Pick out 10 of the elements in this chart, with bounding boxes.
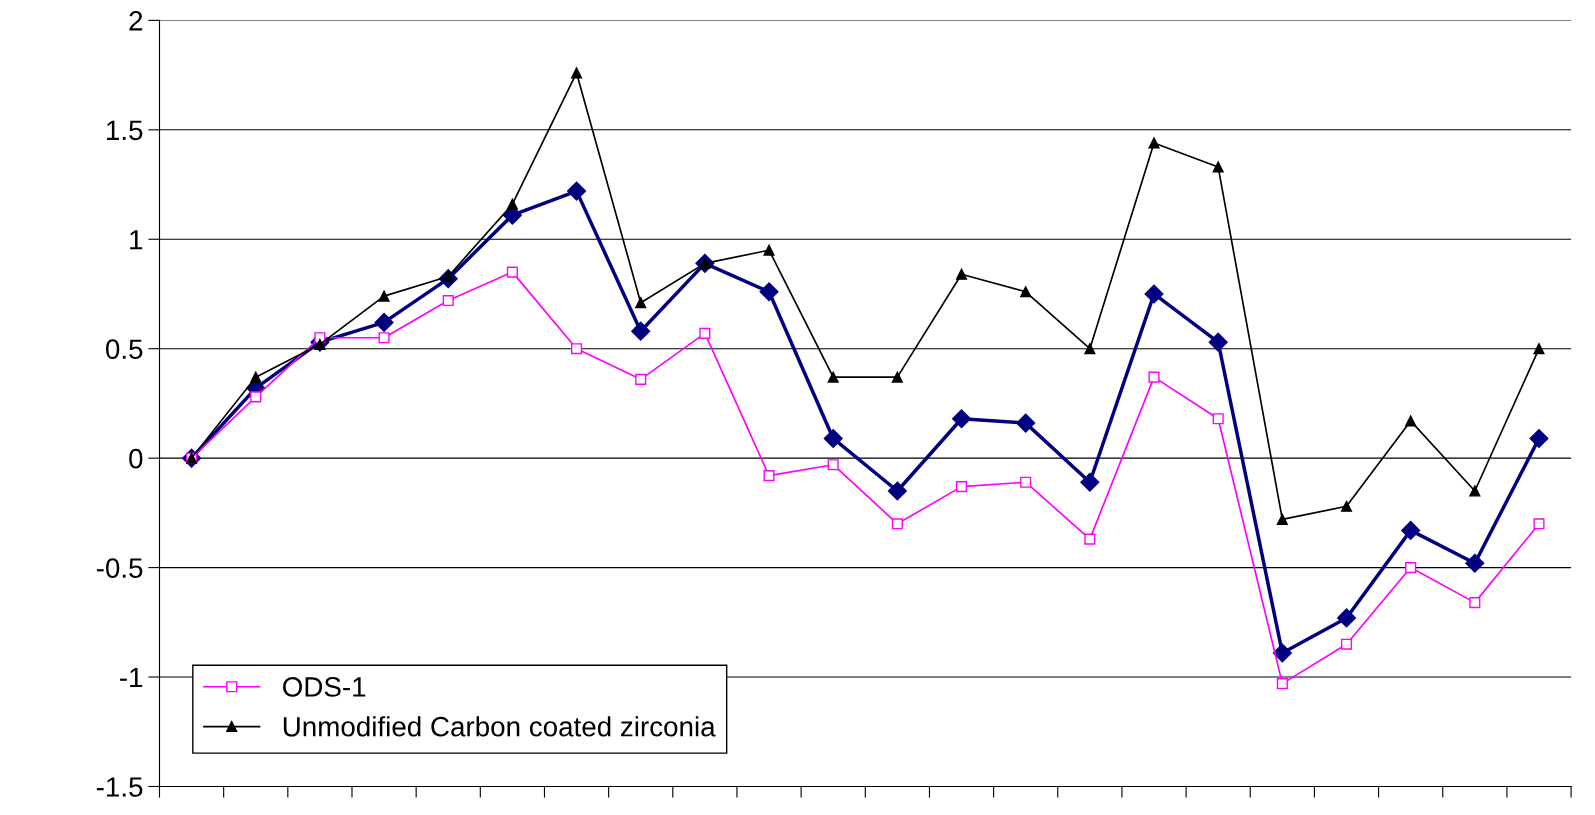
y-tick-label: -1 [120,667,143,688]
y-tick-label: -0.5 [96,558,143,578]
y-tick-label: 1 [130,230,143,250]
y-tick-label: 0 [129,448,143,469]
y-tick-label: 2 [129,11,143,31]
legend-label: Unmodified Carbon coated zirconia [283,716,716,737]
legend-label: ODS-1 [283,677,366,697]
y-tick-label: 0.5 [106,339,143,360]
y-tick-label: 1.5 [107,120,143,141]
y-tick-label: -1.5 [96,777,143,797]
